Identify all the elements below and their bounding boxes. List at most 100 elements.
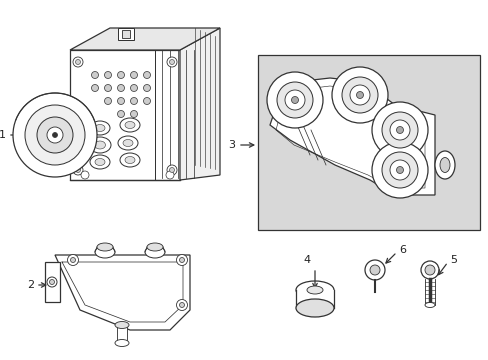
Circle shape [167, 57, 177, 67]
Circle shape [179, 302, 184, 307]
Circle shape [165, 171, 174, 179]
Circle shape [169, 167, 174, 172]
Circle shape [371, 102, 427, 158]
Circle shape [52, 132, 58, 138]
Ellipse shape [115, 321, 129, 328]
Circle shape [130, 111, 137, 117]
Circle shape [389, 120, 409, 140]
Circle shape [130, 98, 137, 104]
Circle shape [70, 257, 75, 262]
Ellipse shape [94, 141, 105, 149]
Circle shape [130, 72, 137, 78]
Ellipse shape [97, 243, 113, 251]
Bar [122, 30, 130, 38]
Ellipse shape [90, 155, 110, 169]
Circle shape [104, 85, 111, 91]
Circle shape [143, 85, 150, 91]
Circle shape [37, 117, 73, 153]
Circle shape [176, 255, 187, 266]
Circle shape [266, 72, 323, 128]
Circle shape [369, 265, 379, 275]
Circle shape [143, 98, 150, 104]
Text: 1: 1 [0, 130, 6, 140]
Circle shape [276, 82, 312, 118]
Ellipse shape [147, 243, 163, 251]
Text: 3: 3 [227, 140, 235, 150]
Text: 6: 6 [398, 245, 405, 255]
Text: 2: 2 [27, 280, 34, 290]
Ellipse shape [125, 122, 135, 129]
Circle shape [389, 160, 409, 180]
Circle shape [381, 152, 417, 188]
Ellipse shape [424, 302, 434, 307]
Ellipse shape [118, 136, 138, 150]
Circle shape [13, 93, 97, 177]
Circle shape [381, 112, 417, 148]
Circle shape [49, 279, 54, 284]
Circle shape [117, 85, 124, 91]
Circle shape [73, 57, 83, 67]
Circle shape [75, 167, 81, 172]
Circle shape [349, 85, 369, 105]
Polygon shape [180, 28, 220, 180]
Circle shape [176, 300, 187, 310]
Circle shape [285, 90, 305, 110]
Ellipse shape [306, 286, 323, 294]
Ellipse shape [95, 125, 105, 131]
Circle shape [67, 255, 79, 266]
Circle shape [396, 166, 403, 174]
Ellipse shape [95, 158, 105, 166]
Circle shape [117, 72, 124, 78]
Ellipse shape [439, 158, 449, 172]
Circle shape [291, 96, 298, 104]
Circle shape [73, 165, 83, 175]
Circle shape [130, 85, 137, 91]
Circle shape [424, 265, 434, 275]
Circle shape [371, 142, 427, 198]
Circle shape [364, 260, 384, 280]
Circle shape [396, 126, 403, 134]
Ellipse shape [145, 246, 164, 258]
Ellipse shape [125, 157, 135, 163]
Circle shape [47, 277, 57, 287]
Circle shape [104, 98, 111, 104]
Ellipse shape [295, 299, 333, 317]
Circle shape [75, 59, 81, 64]
Text: 4: 4 [303, 255, 310, 265]
Ellipse shape [123, 139, 133, 147]
Ellipse shape [90, 121, 110, 135]
Circle shape [143, 72, 150, 78]
Polygon shape [70, 28, 220, 50]
Polygon shape [55, 255, 190, 330]
Bar [117, 325, 127, 343]
Ellipse shape [295, 281, 333, 299]
Circle shape [117, 111, 124, 117]
Bar [45, 262, 60, 302]
Circle shape [81, 171, 89, 179]
Bar [295, 290, 333, 308]
Ellipse shape [434, 151, 454, 179]
Circle shape [420, 261, 438, 279]
Circle shape [91, 85, 98, 91]
Circle shape [179, 257, 184, 262]
Circle shape [331, 67, 387, 123]
Text: 5: 5 [449, 255, 456, 265]
Circle shape [25, 105, 85, 165]
Circle shape [91, 72, 98, 78]
Ellipse shape [89, 137, 111, 153]
Bar [118, 28, 134, 40]
Ellipse shape [95, 246, 115, 258]
Circle shape [356, 91, 363, 99]
Bar [70, 50, 180, 180]
Circle shape [117, 98, 124, 104]
Polygon shape [269, 78, 434, 195]
Ellipse shape [115, 339, 129, 346]
Circle shape [104, 72, 111, 78]
Circle shape [341, 77, 377, 113]
Circle shape [47, 127, 63, 143]
Circle shape [167, 165, 177, 175]
Circle shape [169, 59, 174, 64]
Bar [258, 55, 479, 230]
Ellipse shape [120, 118, 140, 132]
Ellipse shape [120, 153, 140, 167]
